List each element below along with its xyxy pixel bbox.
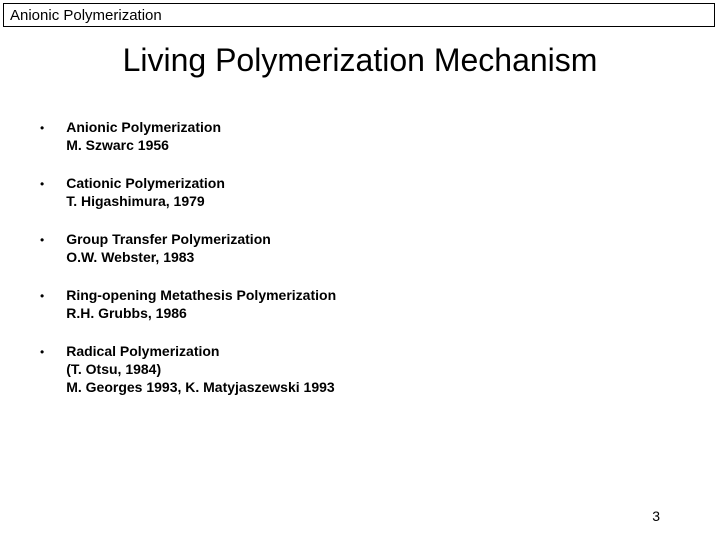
bullet-content: Group Transfer PolymerizationO.W. Webste… (66, 230, 640, 266)
header-label: Anionic Polymerization (10, 7, 162, 24)
bullet-content: Anionic PolymerizationM. Szwarc 1956 (66, 118, 640, 154)
page-number: 3 (652, 508, 660, 524)
bullet-title: Cationic Polymerization (66, 174, 640, 192)
bullet-title: Radical Polymerization (66, 342, 640, 360)
bullet-item: • Anionic PolymerizationM. Szwarc 1956 (40, 118, 640, 154)
bullet-title: Group Transfer Polymerization (66, 230, 640, 248)
bullet-subline: M. Georges 1993, K. Matyjaszewski 1993 (66, 378, 640, 396)
bullet-list: • Anionic PolymerizationM. Szwarc 1956 • Ca… (40, 118, 640, 416)
bullet-subline: O.W. Webster, 1983 (66, 248, 640, 266)
bullet-title: Anionic Polymerization (66, 118, 640, 136)
bullet-subline: T. Higashimura, 1979 (66, 192, 640, 210)
bullet-item: • Radical Polymerization(T. Otsu, 1984)M.… (40, 342, 640, 396)
bullet-content: Radical Polymerization(T. Otsu, 1984)M. … (66, 342, 640, 396)
bullet-marker: • (40, 231, 44, 249)
bullet-subline: M. Szwarc 1956 (66, 136, 640, 154)
bullet-content: Ring-opening Metathesis PolymerizationR.… (66, 286, 640, 322)
bullet-content: Cationic PolymerizationT. Higashimura, 1… (66, 174, 640, 210)
bullet-subline: R.H. Grubbs, 1986 (66, 304, 640, 322)
bullet-item: • Ring-opening Metathesis PolymerizationR… (40, 286, 640, 322)
bullet-marker: • (40, 119, 44, 137)
bullet-marker: • (40, 287, 44, 305)
bullet-item: • Cationic PolymerizationT. Higashimura, … (40, 174, 640, 210)
slide-title: Living Polymerization Mechanism (0, 42, 720, 79)
bullet-subline: (T. Otsu, 1984) (66, 360, 640, 378)
bullet-item: • Group Transfer PolymerizationO.W. Webst… (40, 230, 640, 266)
header-box: Anionic Polymerization (3, 3, 715, 27)
bullet-title: Ring-opening Metathesis Polymerization (66, 286, 640, 304)
bullet-marker: • (40, 343, 44, 361)
bullet-marker: • (40, 175, 44, 193)
